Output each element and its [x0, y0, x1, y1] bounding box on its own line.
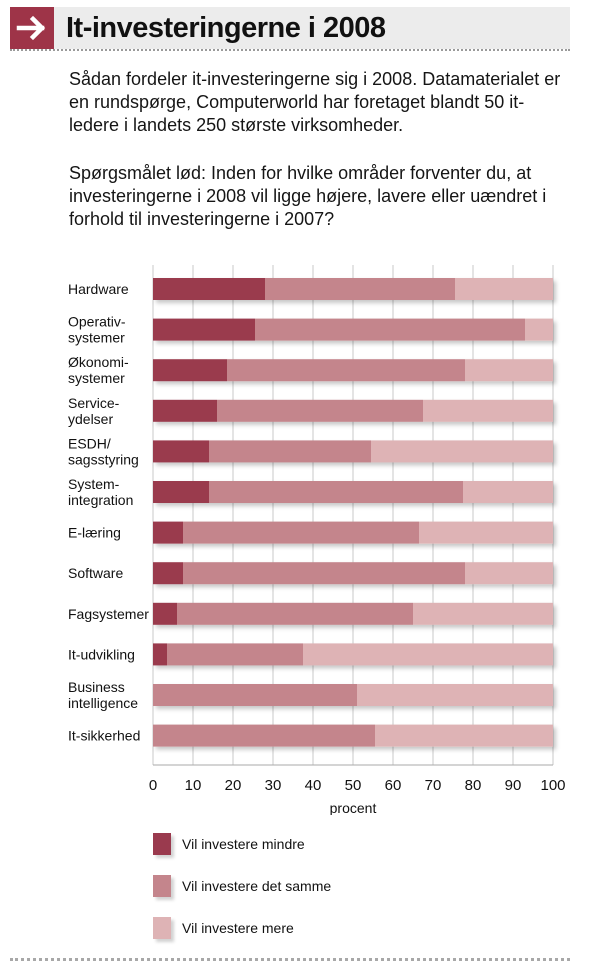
x-tick-label-9: 90	[505, 777, 522, 794]
bar-3-series-2	[423, 399, 553, 422]
bar-group-2	[153, 359, 553, 382]
bar-1-series-2	[525, 318, 553, 341]
page-title: It-investeringerne i 2008	[66, 12, 386, 44]
bar-group-10	[153, 684, 553, 706]
category-label-3: Service-ydelser	[68, 395, 120, 427]
bar-2-series-2	[465, 359, 553, 382]
bar-4-series-1	[209, 440, 371, 463]
bar-6-series-0	[153, 521, 183, 544]
bar-2-series-1	[227, 359, 465, 382]
category-label-7: Software	[68, 565, 123, 581]
bar-9-series-1	[167, 643, 303, 666]
bar-4-series-2	[371, 440, 553, 463]
x-tick-label-8: 80	[465, 777, 482, 794]
category-label-11: It-sikkerhed	[68, 728, 140, 744]
bar-4-series-0	[153, 440, 209, 463]
bar-group-3	[153, 399, 553, 422]
x-tick-label-10: 100	[540, 777, 565, 794]
bar-6-series-1	[183, 521, 419, 544]
bar-8-series-0	[153, 602, 177, 625]
legend-label-2: Vil investere mere	[182, 920, 294, 936]
x-tick-label-5: 50	[345, 777, 362, 794]
header-divider	[10, 49, 570, 51]
category-label-10: Business intelligence	[68, 679, 138, 711]
stacked-bar-chart: 0 10 20 30 40 50 60 70 80 90 100 procent Hardware Ope…	[68, 265, 566, 815]
question-text: Spørgsmålet lød: Inden for hvilke område…	[69, 163, 547, 229]
category-label-6: E-læring	[68, 525, 121, 541]
x-axis-title: procent	[330, 800, 377, 815]
legend-swatch-2	[153, 917, 171, 939]
category-label-5: System-integration	[68, 476, 133, 508]
bar-0-series-1	[265, 278, 455, 300]
x-tick-label-0: 0	[149, 777, 157, 794]
arrow-right-icon	[10, 7, 54, 49]
bar-group-9	[153, 643, 553, 666]
header-bar	[10, 7, 570, 49]
legend-swatch-1	[153, 875, 171, 897]
bar-11-series-1	[153, 724, 375, 747]
category-label-0: Hardware	[68, 281, 129, 297]
legend-label-0: Vil investere mindre	[182, 836, 305, 852]
bar-1-series-0	[153, 318, 255, 341]
bar-0-series-2	[455, 278, 553, 300]
bar-11-series-2	[375, 724, 553, 747]
bar-5-series-1	[209, 481, 463, 503]
bar-3-series-1	[217, 399, 423, 422]
bar-group-4	[153, 440, 553, 463]
bar-10-series-1	[153, 684, 357, 706]
category-label-1: Operativ-systemer	[68, 314, 126, 346]
bar-7-series-1	[183, 562, 465, 585]
bar-7-series-2	[465, 562, 553, 585]
footer-divider	[10, 958, 570, 961]
legend-label-1: Vil investere det samme	[182, 878, 332, 894]
bar-group-11	[153, 724, 553, 747]
bar-8-series-1	[177, 602, 413, 625]
bar-5-series-2	[463, 481, 553, 503]
category-label-4: ESDH/sagsstyring	[68, 435, 139, 467]
category-label-9: It-udvikling	[68, 646, 135, 662]
bar-group-5	[153, 481, 553, 503]
x-tick-label-7: 70	[425, 777, 442, 794]
bar-9-series-2	[303, 643, 553, 666]
bar-7-series-0	[153, 562, 183, 585]
x-tick-label-6: 60	[385, 777, 402, 794]
bar-10-series-2	[357, 684, 553, 706]
bar-6-series-2	[419, 521, 553, 544]
bar-1-series-1	[255, 318, 525, 341]
legend-swatch-0	[153, 833, 171, 855]
bar-group-0	[153, 278, 553, 300]
bar-8-series-2	[413, 602, 553, 625]
x-tick-label-4: 40	[305, 777, 322, 794]
bar-group-1	[153, 318, 553, 341]
bar-2-series-0	[153, 359, 227, 382]
bar-0-series-0	[153, 278, 265, 300]
x-tick-label-3: 30	[265, 777, 282, 794]
bar-9-series-0	[153, 643, 167, 666]
x-tick-label-1: 10	[185, 777, 202, 794]
bar-group-7	[153, 562, 553, 585]
bar-group-8	[153, 602, 553, 625]
bar-3-series-0	[153, 399, 217, 422]
bar-group-6	[153, 521, 553, 544]
bar-5-series-0	[153, 481, 209, 503]
intro-text: Sådan fordeler it-investeringerne sig i …	[69, 69, 561, 135]
x-tick-label-2: 20	[225, 777, 242, 794]
category-label-8: Fagsystemer	[68, 606, 149, 622]
category-label-2: Økonomi-systemer	[68, 354, 129, 386]
